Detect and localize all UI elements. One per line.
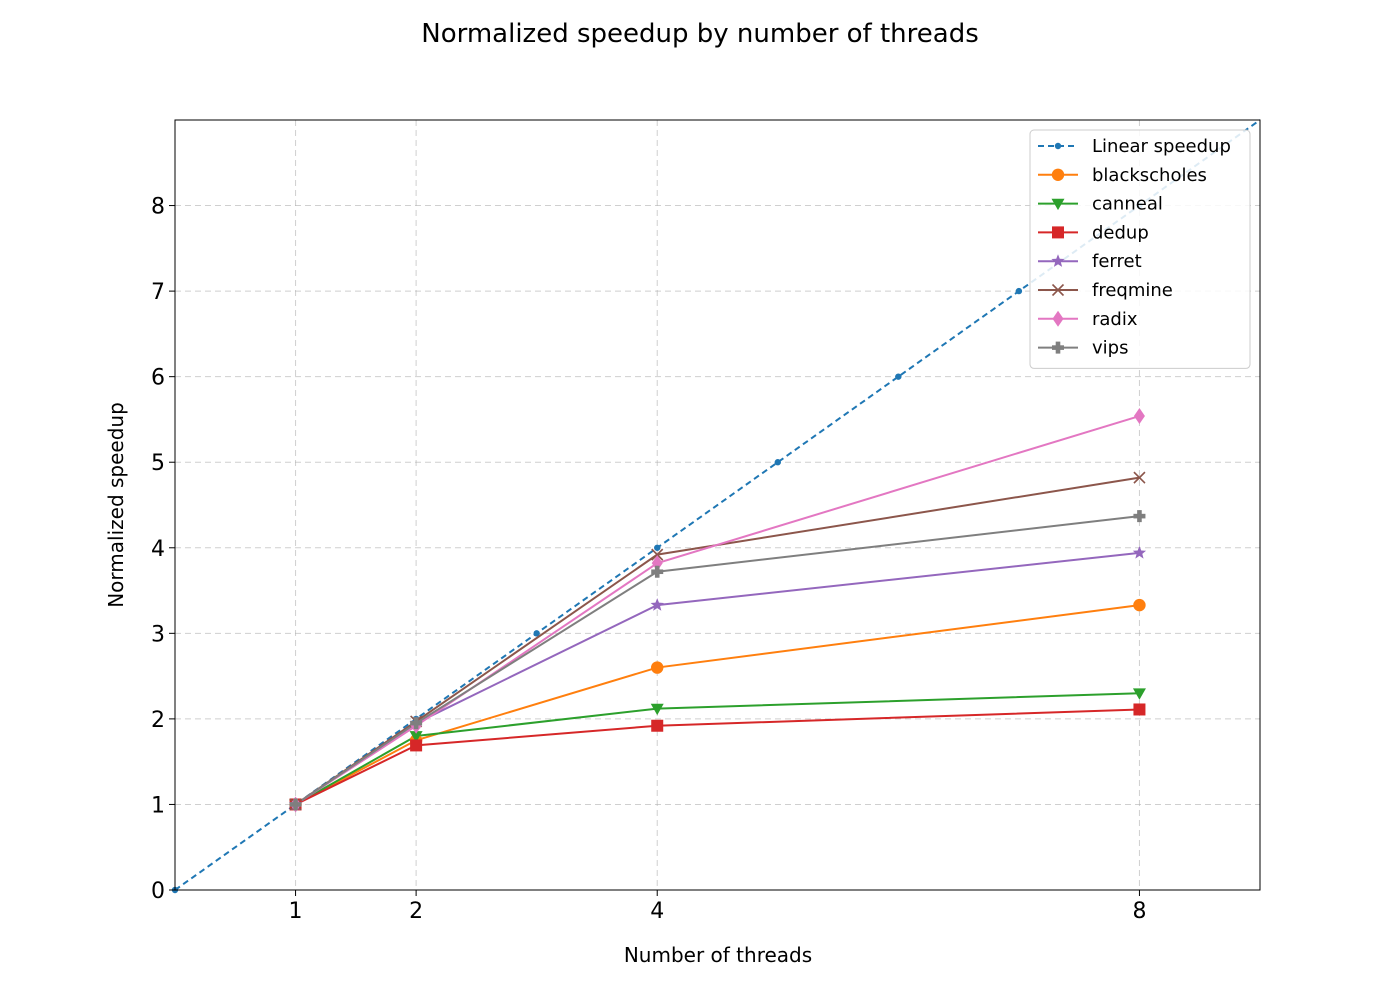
legend-marker xyxy=(1051,254,1065,267)
legend-label: vips xyxy=(1092,338,1128,359)
y-tick-label: 1 xyxy=(151,793,165,818)
x-tick-label: 8 xyxy=(1132,899,1146,924)
dedup-point xyxy=(651,719,664,732)
legend-label: ferret xyxy=(1092,251,1142,272)
linear-speedup-line xyxy=(174,119,1261,891)
legend-marker xyxy=(1052,310,1064,327)
y-tick-label: 3 xyxy=(151,622,165,647)
legend-label: canneal xyxy=(1092,194,1163,215)
y-tick-label: 4 xyxy=(151,537,165,562)
blackscholes-point xyxy=(1133,598,1146,612)
legend-marker xyxy=(1052,341,1064,354)
freqmine-point xyxy=(1133,471,1146,484)
y-axis-label: Normalized speedup xyxy=(104,402,128,608)
dedup-point xyxy=(1133,703,1146,716)
dedup-line xyxy=(295,708,1140,806)
canneal-point xyxy=(409,731,423,743)
vips-line xyxy=(294,515,1140,806)
legend-label: dedup xyxy=(1092,222,1149,243)
x-tick-label: 4 xyxy=(650,899,664,924)
dedup-point xyxy=(410,739,423,752)
legend-entry: Linear speedup xyxy=(1038,136,1231,157)
legend-marker xyxy=(1052,226,1064,239)
legend-box xyxy=(1029,129,1251,369)
legend-entry: vips xyxy=(1038,338,1128,359)
legend-marker xyxy=(1051,198,1065,211)
vips-point xyxy=(1133,510,1146,523)
legend-marker xyxy=(1054,142,1062,150)
y-tick-label: 2 xyxy=(151,708,165,733)
legend-entry: freqmine xyxy=(1038,280,1173,301)
linear-speedup-point xyxy=(654,544,661,551)
ferret-point xyxy=(650,598,664,611)
linear-speedup-point xyxy=(1015,287,1023,295)
legend-label: blackscholes xyxy=(1092,165,1207,186)
legend-entry: radix xyxy=(1038,309,1138,330)
linear-speedup-point xyxy=(774,459,781,466)
vips-point xyxy=(651,565,664,578)
legend-entry: dedup xyxy=(1038,222,1149,243)
y-tick-label: 8 xyxy=(151,195,165,220)
freqmine-point xyxy=(651,548,664,561)
legend-entry: canneal xyxy=(1038,194,1163,215)
ferret-point xyxy=(1132,545,1147,559)
canneal-point xyxy=(1132,688,1146,700)
linear-speedup-point xyxy=(895,373,902,380)
chart-title: Normalized speedup by number of threads xyxy=(421,19,979,49)
legend-entry: ferret xyxy=(1038,251,1142,272)
x-tick-label: 1 xyxy=(289,899,303,924)
canneal-point xyxy=(650,703,664,716)
blackscholes-point xyxy=(651,661,664,674)
legend-entry: blackscholes xyxy=(1038,165,1207,186)
radix-point xyxy=(651,555,663,572)
radix-line xyxy=(295,415,1140,806)
vips-point xyxy=(410,717,423,730)
legend-label: radix xyxy=(1092,309,1138,330)
y-tick-label: 0 xyxy=(151,879,165,904)
x-tick-label: 2 xyxy=(409,899,423,924)
radix-point xyxy=(1133,408,1145,425)
x-axis-label: Number of threads xyxy=(624,943,812,967)
legend: Linear speedup blackscholes canneal dedup fe… xyxy=(1029,129,1251,369)
y-tick-label: 7 xyxy=(151,280,165,305)
linear-speedup-point xyxy=(533,630,540,637)
y-tick-label: 6 xyxy=(151,366,165,391)
blackscholes-line xyxy=(295,604,1140,806)
legend-label: freqmine xyxy=(1092,280,1173,301)
legend-marker xyxy=(1051,283,1065,297)
y-tick-label: 5 xyxy=(151,451,165,476)
legend-label: Linear speedup xyxy=(1092,136,1231,157)
vips-point xyxy=(289,798,302,811)
legend-marker xyxy=(1051,168,1065,181)
series-layer xyxy=(171,119,1261,894)
plot-area-frame xyxy=(174,119,1261,891)
tick-layer: 1 2 4 8 0 1 2 3 4 5 6 7 8 xyxy=(151,195,1146,924)
canneal-line xyxy=(295,692,1140,806)
